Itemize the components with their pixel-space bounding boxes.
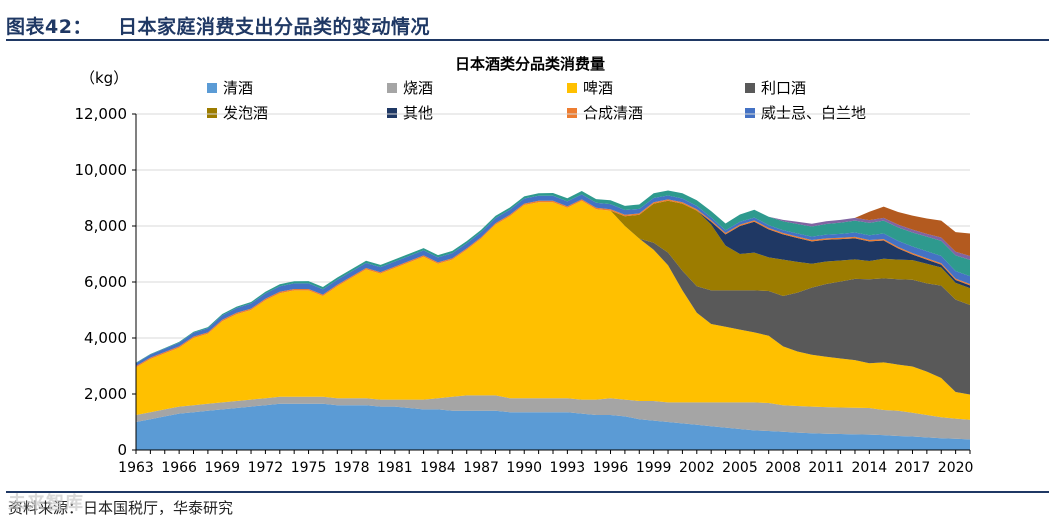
legend-label-2: 啤酒 [583,79,613,97]
source-note: 资料来源：日本国税厅，华泰研究 [8,499,234,517]
x-tick-labels: 1963 1966 1969 1972 1975 1978 1981 1984 1987 1990… [118,450,973,476]
area-series-5 [136,200,970,368]
legend-label-6: 合成清酒 [583,104,643,122]
area-series-3 [136,200,970,395]
legend-label-5: 其他 [403,104,433,122]
legend-label-1: 烧酒 [403,79,433,97]
legend-swatch-5 [387,108,397,118]
area-series-4 [136,200,970,368]
legend-label-4: 发泡酒 [223,104,268,122]
legend-swatch-1 [387,83,397,93]
title-rule [6,39,1049,41]
y-tick-label-1: 2,000 [84,385,127,403]
y-tick-label-6: 12,000 [75,105,128,123]
area-series-2 [136,200,970,420]
y-axis-unit-label: （kg） [80,69,128,87]
x-tick-label-16: 2011 [808,460,844,476]
x-tick-label-6: 1981 [377,460,413,476]
x-tick-label-0: 1963 [118,460,154,476]
x-tick-label-2: 1969 [204,460,240,476]
area-series-1 [136,395,970,440]
legend-swatch-3 [745,83,755,93]
y-tick-label-5: 10,000 [75,161,128,179]
figure-title: 图表42： 日本家庭消费支出分品类的变动情况 [6,12,430,39]
series-areas [136,190,970,450]
y-tick-label-2: 4,000 [84,329,127,347]
legend-swatch-4 [207,108,217,118]
x-tick-label-19: 2020 [938,460,974,476]
x-tick-label-1: 1966 [161,460,197,476]
legend-label-0: 清酒 [223,79,253,97]
x-tick-label-11: 1996 [593,460,629,476]
legend-swatch-0 [207,83,217,93]
x-tick-label-3: 1972 [248,460,284,476]
x-tick-label-14: 2005 [722,460,758,476]
x-tick-label-5: 1978 [334,460,370,476]
y-tick-label-0: 0 [117,441,127,459]
legend-label-7: 威士忌、白兰地 [761,104,866,122]
x-tick-label-10: 1993 [550,460,586,476]
x-tick-label-4: 1975 [291,460,327,476]
footer-rule [6,491,1049,493]
x-tick-label-12: 1999 [636,460,672,476]
x-tick-label-8: 1987 [463,460,499,476]
watermark: 未来智库 [8,493,84,514]
y-tick-label-4: 8,000 [84,217,127,235]
x-tick-label-18: 2017 [895,460,931,476]
area-series-0 [136,403,970,450]
legend-swatch-7 [745,108,755,118]
y-tick-label-3: 6,000 [84,273,127,291]
x-tick-label-9: 1990 [506,460,542,476]
figure-number: 图表42： [6,16,92,38]
x-tick-label-13: 2002 [679,460,715,476]
x-tick-label-15: 2008 [765,460,801,476]
legend-swatch-6 [567,108,577,118]
chart-title: 日本酒类分品类消费量 [455,55,605,73]
legend-swatch-2 [567,83,577,93]
x-tick-label-17: 2014 [852,460,888,476]
figure-title-text: 日本家庭消费支出分品类的变动情况 [117,16,430,38]
legend-label-3: 利口酒 [761,79,806,97]
y-tick-labels: 0 2,000 4,000 6,000 8,000 10,000 12,000 [75,105,136,459]
x-tick-label-7: 1984 [420,460,456,476]
